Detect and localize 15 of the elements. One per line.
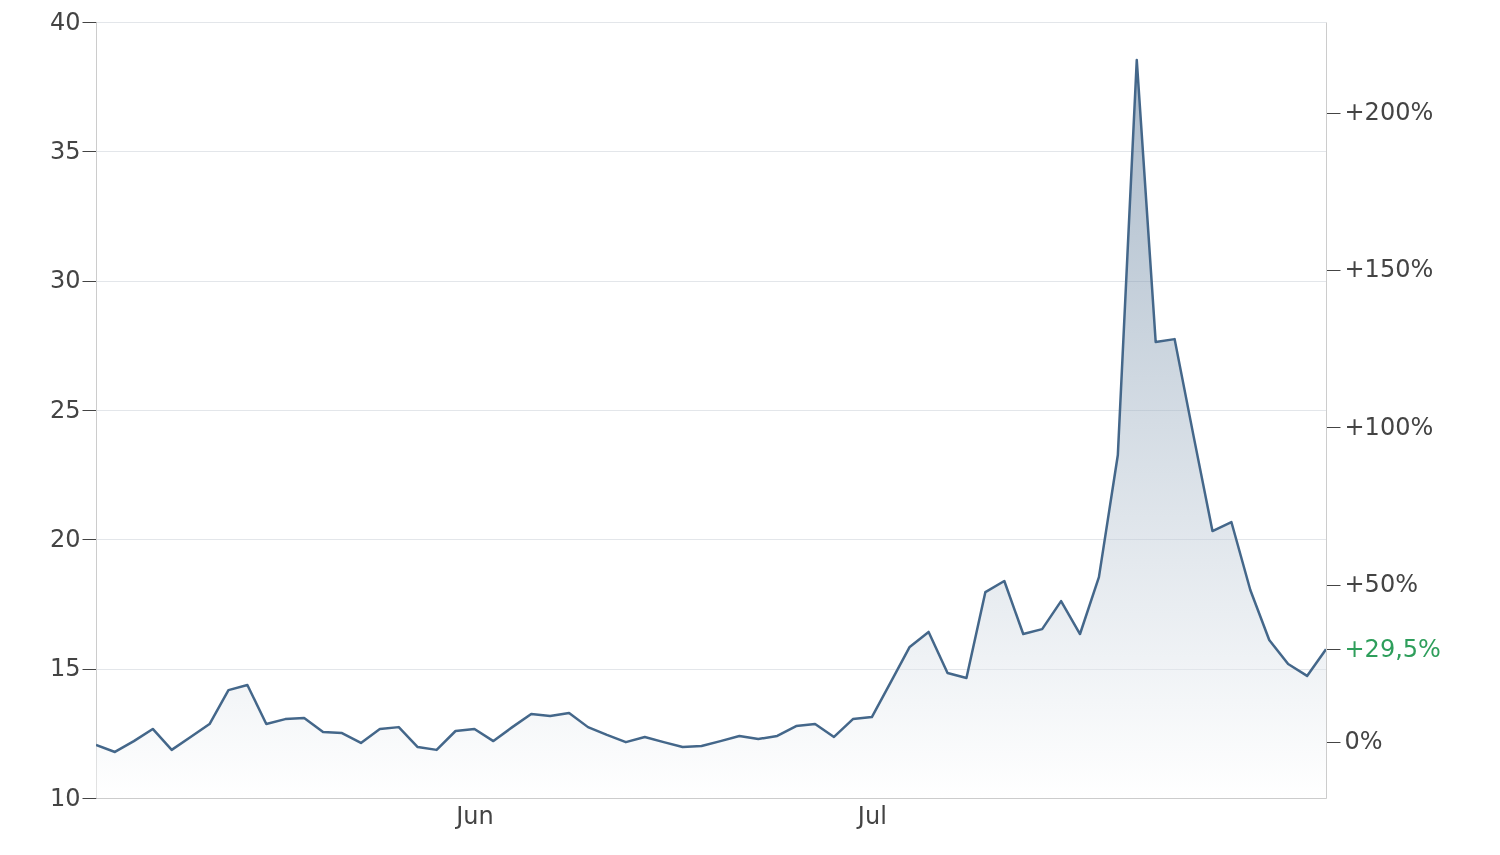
y2-tick-label: +29,5% [1344,634,1441,663]
x-tick-label: Jun [454,801,494,830]
y2-tick-label: 0% [1344,727,1383,756]
y2-tick-label: +100% [1344,412,1434,441]
y-tick-label: 25 [49,395,81,424]
y2-tick-label: +150% [1344,255,1434,284]
x-tick-label: Jul [855,801,887,830]
y-tick-label: 30 [49,266,81,295]
y-tick-label: 20 [49,524,81,553]
y2-tick-label: +50% [1344,570,1418,599]
y-tick-label: 40 [49,7,81,36]
y-tick-label: 10 [49,783,81,812]
y-tick-label: 35 [49,136,81,165]
y2-tick-label: +200% [1344,98,1434,127]
y-tick-label: 15 [49,654,81,683]
